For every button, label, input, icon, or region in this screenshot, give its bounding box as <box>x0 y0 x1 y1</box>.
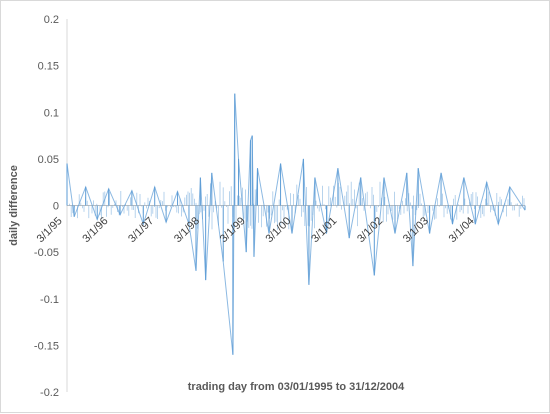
y-tick-label: -0.05 <box>34 247 59 259</box>
y-tick-label: 0.1 <box>44 107 59 119</box>
x-tick-label: 3/1/01 <box>309 215 339 245</box>
y-tick-label: 0 <box>53 201 59 213</box>
x-tick-label: 3/1/95 <box>35 215 65 245</box>
y-axis-title: daily difference <box>8 165 20 246</box>
x-axis-title: trading day from 03/01/1995 to 31/12/200… <box>188 381 405 393</box>
y-tick-label: 0.05 <box>38 154 59 166</box>
y-tick-label: -0.15 <box>34 340 59 352</box>
x-tick-label: 3/1/96 <box>80 215 110 245</box>
y-tick-label: 0.15 <box>38 61 59 73</box>
x-tick-label: 3/1/02 <box>355 215 385 245</box>
series-line <box>66 93 526 355</box>
y-tick-label: -0.1 <box>40 294 59 306</box>
y-tick-label: -0.2 <box>40 387 59 399</box>
data-points <box>66 93 526 355</box>
y-tick-labels: 0.2 0.15 0.1 0.05 0 -0.05 -0.1 -0.15 -0.2 <box>34 14 59 399</box>
y-tick-label: 0.2 <box>44 14 59 26</box>
